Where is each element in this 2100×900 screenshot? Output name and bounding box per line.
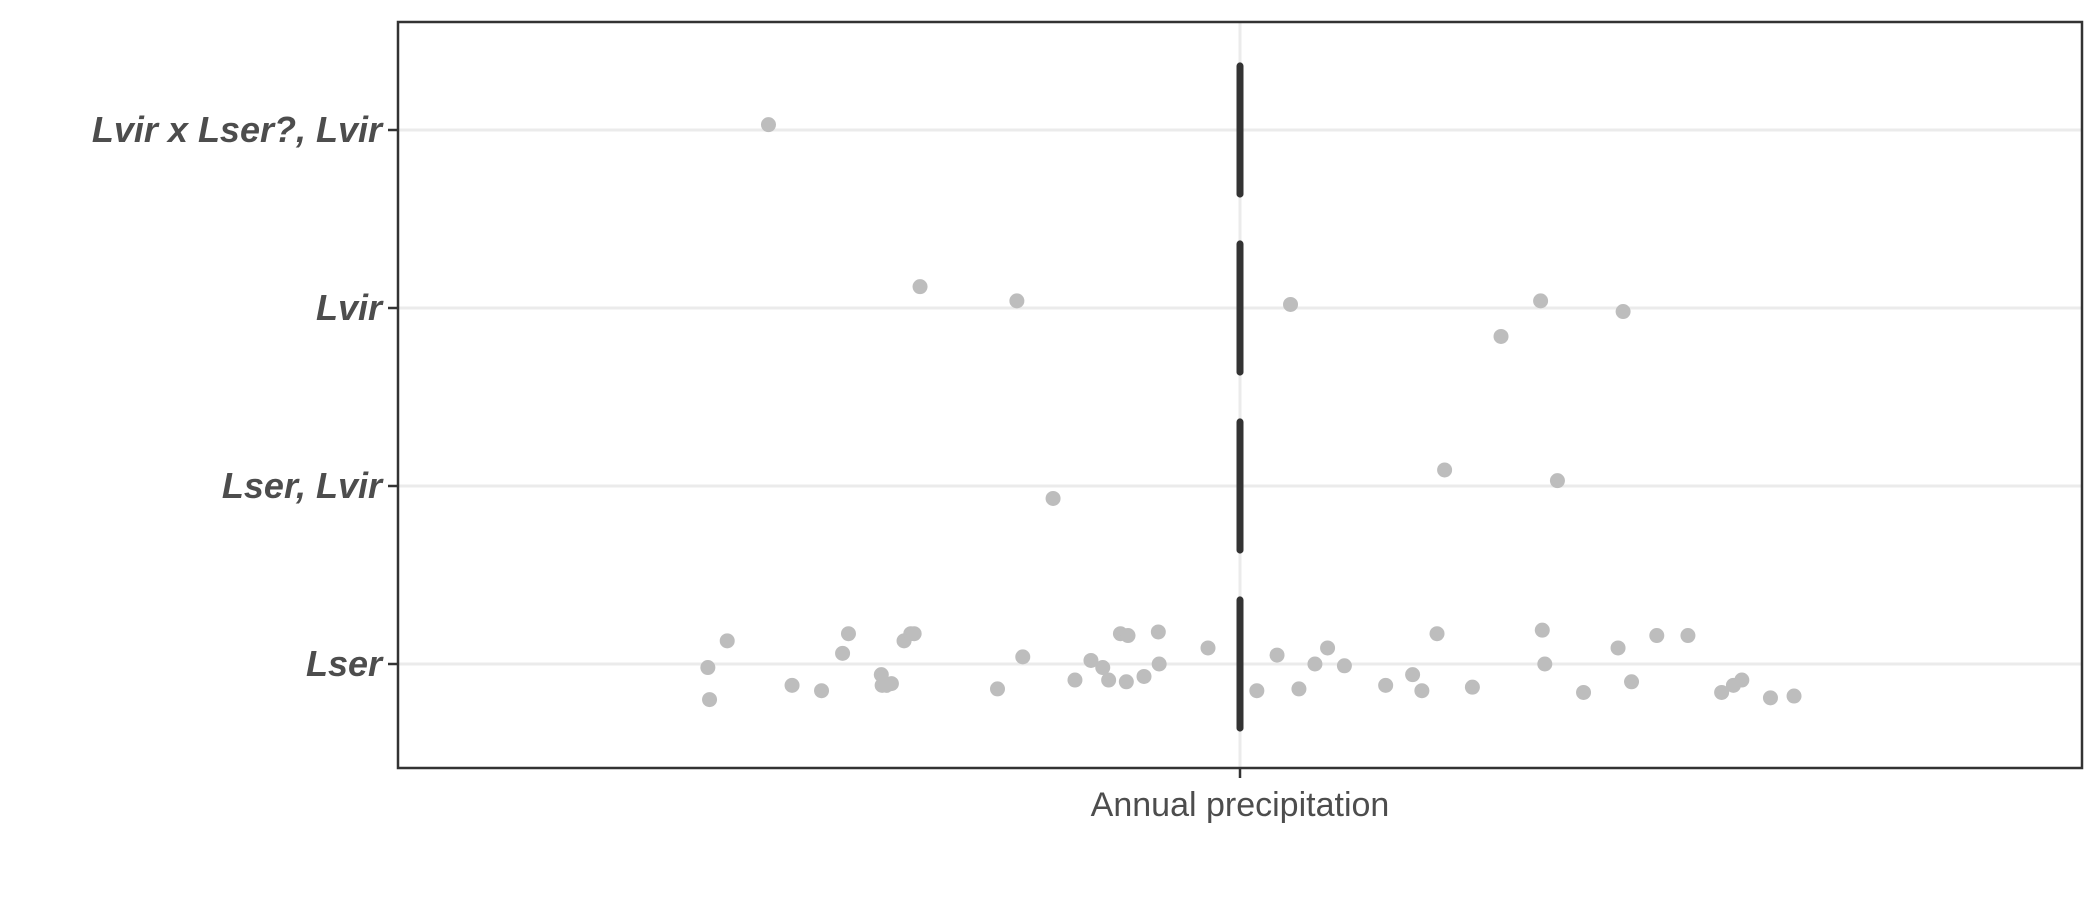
y-tick-label: Lvir [316, 287, 384, 328]
data-point [1437, 462, 1453, 478]
data-point [840, 626, 856, 642]
data-point [1307, 656, 1323, 672]
data-point [1118, 674, 1134, 690]
data-point [1378, 677, 1394, 693]
x-tick-label: Annual precipitation [1091, 786, 1390, 824]
data-point [1786, 688, 1802, 704]
data-point [1493, 328, 1509, 344]
data-point [1291, 681, 1307, 697]
data-point [1120, 628, 1136, 644]
data-points [700, 117, 1802, 708]
data-point [1680, 628, 1696, 644]
data-point [1624, 674, 1640, 690]
y-tick-label: Lser, Lvir [222, 465, 384, 506]
data-point [1283, 296, 1299, 312]
data-point [719, 633, 735, 649]
data-point [760, 117, 776, 133]
data-point [1549, 473, 1565, 489]
data-point [1101, 672, 1117, 688]
data-point [814, 683, 830, 699]
data-point [1576, 684, 1592, 700]
data-point [990, 681, 1006, 697]
data-point [1150, 624, 1166, 640]
y-axis: Lvir x Lser?, Lvir Lvir Lser, Lvir Lser [92, 109, 398, 684]
data-point [1320, 640, 1336, 656]
data-point [1534, 622, 1550, 638]
data-point [1734, 672, 1750, 688]
data-point [1249, 683, 1265, 699]
data-point [1045, 490, 1061, 506]
data-point [1615, 304, 1631, 320]
data-point [1405, 667, 1421, 683]
data-point [1083, 652, 1099, 668]
data-point [1533, 293, 1549, 309]
data-point [1714, 684, 1730, 700]
data-point [784, 677, 800, 693]
y-tick-label: Lser [306, 643, 384, 684]
data-point [1414, 683, 1430, 699]
y-tick-label: Lvir x Lser?, Lvir [92, 109, 384, 150]
data-point [1464, 679, 1480, 695]
data-point [1537, 656, 1553, 672]
data-point [1151, 656, 1167, 672]
data-point [1610, 640, 1626, 656]
data-point [835, 645, 851, 661]
data-point [702, 692, 718, 708]
data-point [1649, 628, 1665, 644]
data-point [1336, 658, 1352, 674]
data-point [1067, 672, 1083, 688]
data-point [1095, 660, 1111, 676]
data-point [883, 676, 899, 692]
data-point [1015, 649, 1031, 665]
data-point [1200, 640, 1216, 656]
data-point [1762, 690, 1778, 706]
data-point [1009, 293, 1025, 309]
data-point [700, 660, 716, 676]
data-point [1136, 668, 1152, 684]
x-axis: Annual precipitation [1091, 768, 1390, 824]
data-point [1269, 647, 1285, 663]
data-point [912, 279, 928, 295]
data-point [1429, 626, 1445, 642]
data-point [906, 626, 922, 642]
